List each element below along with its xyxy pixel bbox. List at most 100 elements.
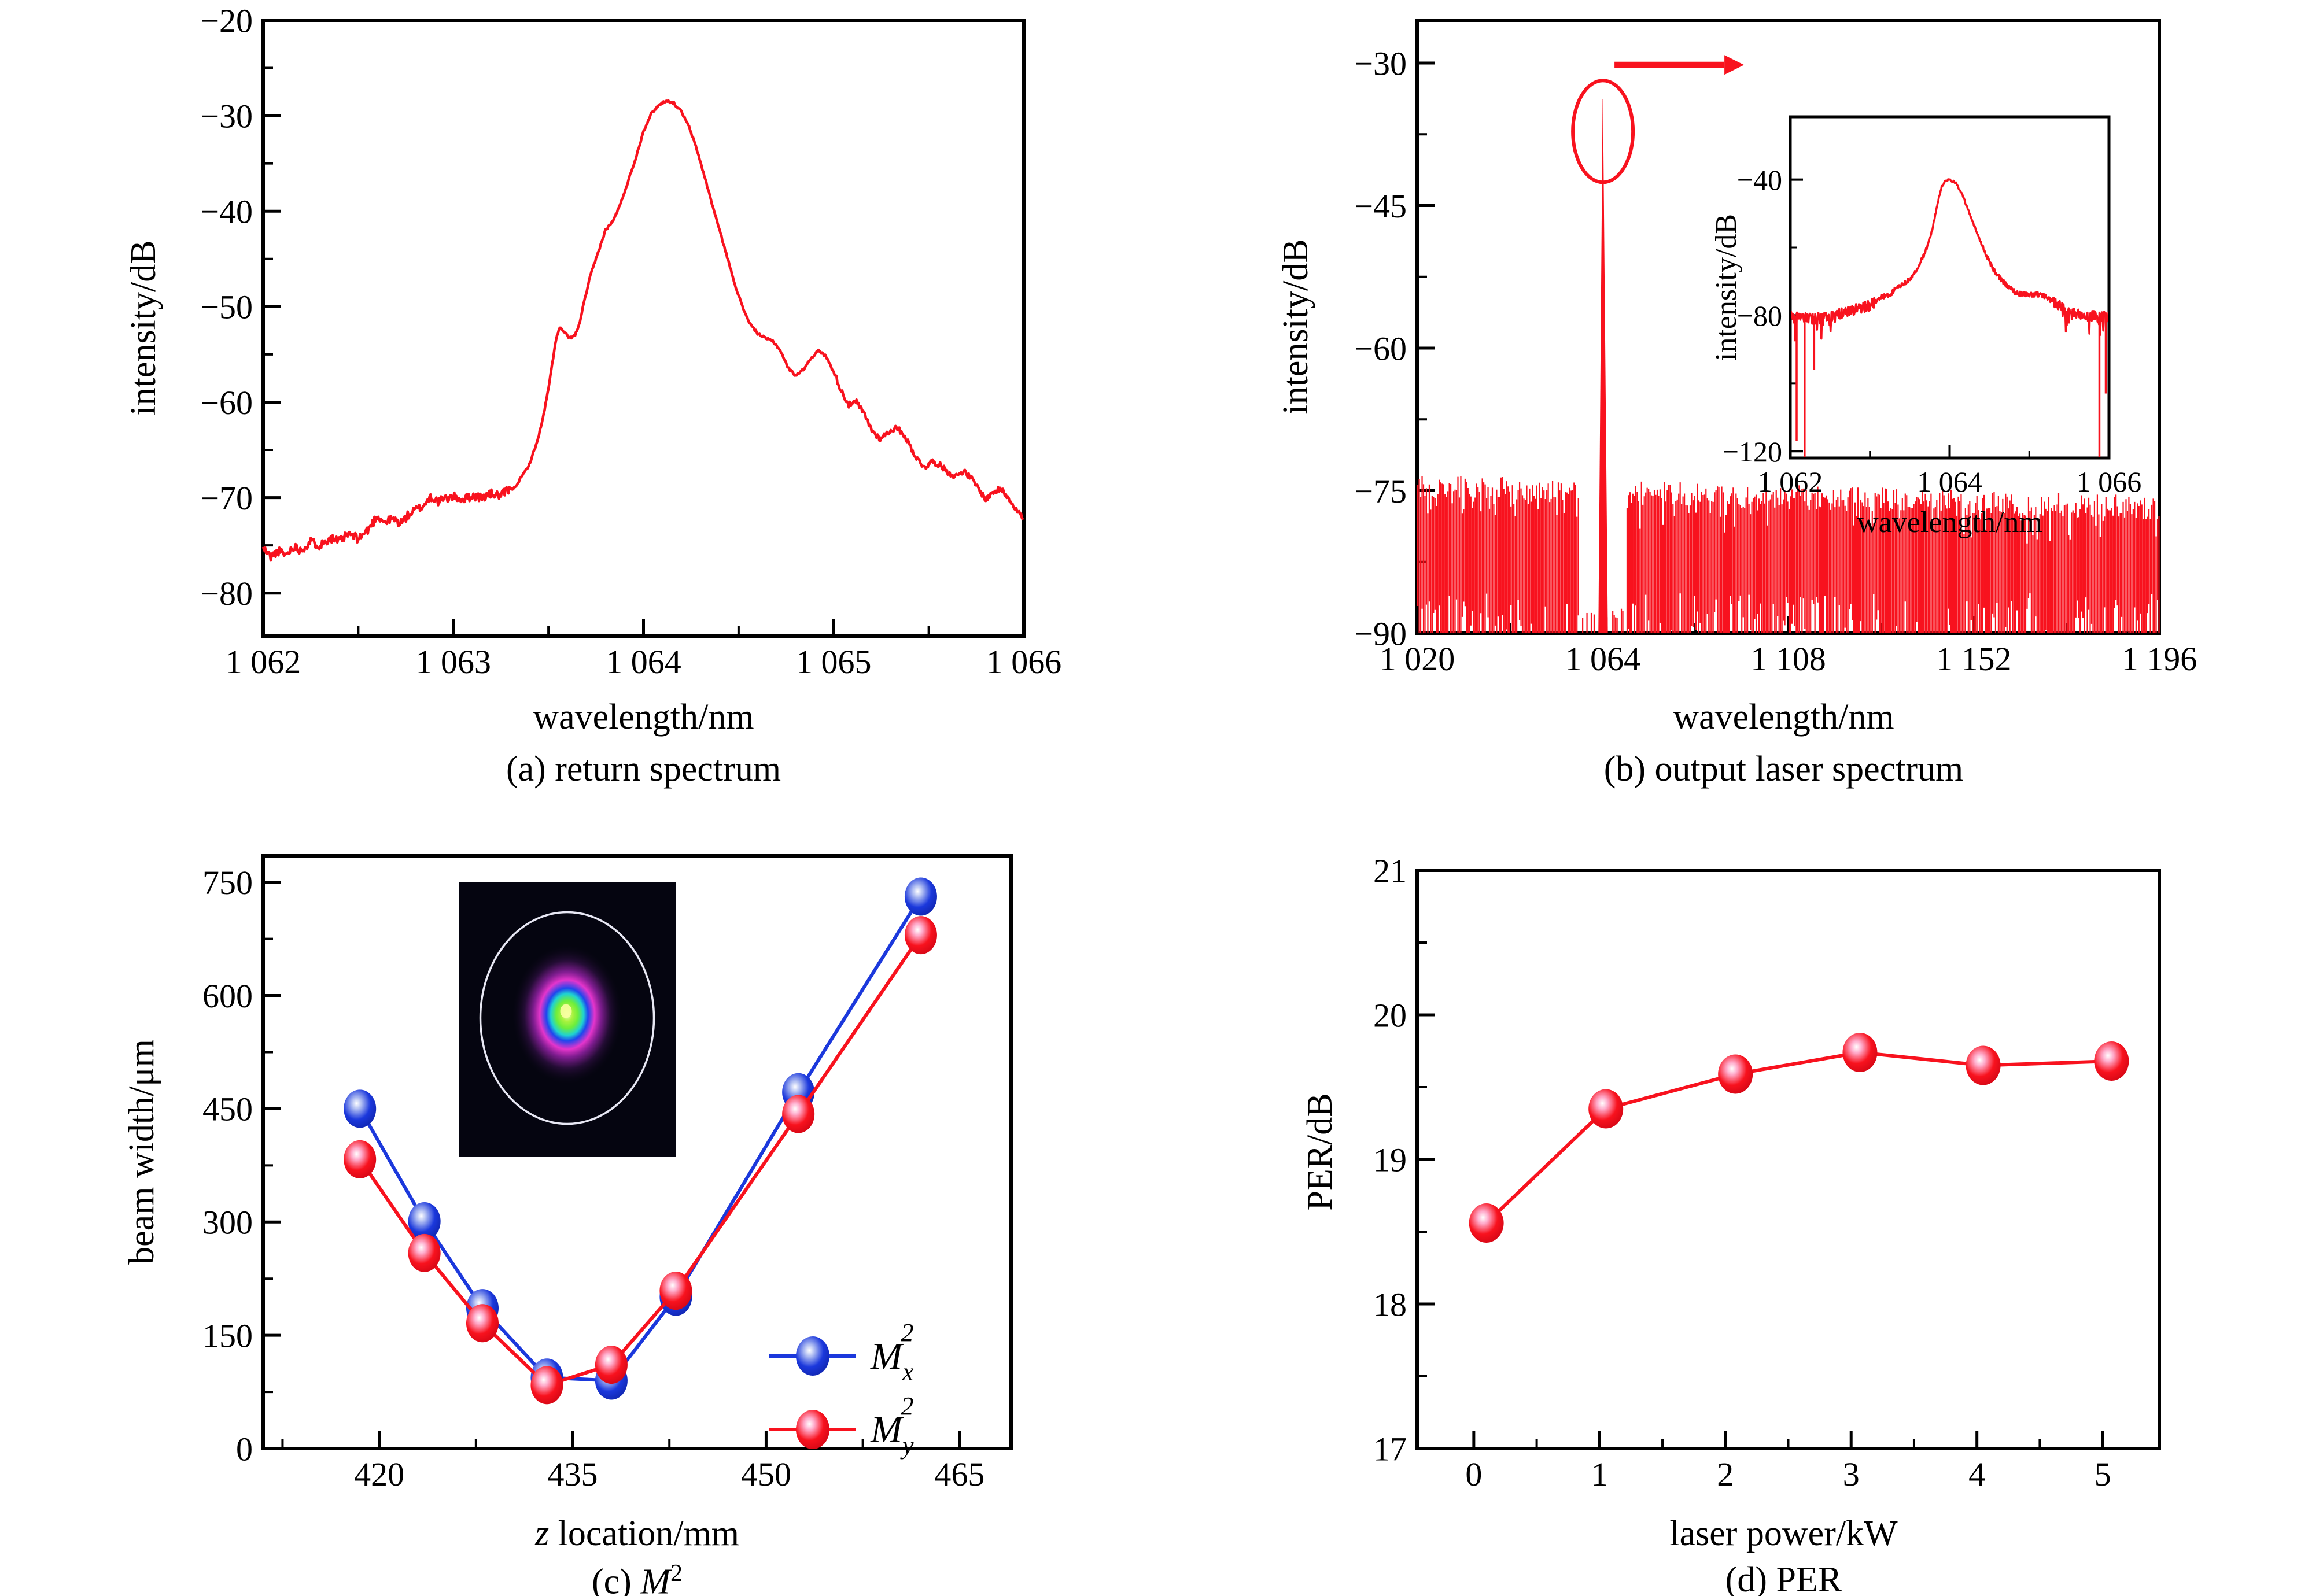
- data-point: [2094, 1041, 2129, 1081]
- svg-text:−50: −50: [200, 289, 253, 326]
- panel-a-caption: (a) return spectrum: [506, 749, 781, 789]
- per-markers: [1469, 1033, 2129, 1243]
- svg-text:My2: My2: [870, 1392, 914, 1460]
- panel-b-xlabel: wavelength/nm: [1673, 697, 1894, 737]
- svg-text:5: 5: [2095, 1455, 2111, 1493]
- data-point: [408, 1202, 441, 1240]
- data-point: [530, 1366, 563, 1405]
- svg-text:−20: −20: [200, 2, 253, 39]
- panel-b-output-spectrum: 1 020 1 064 1 108 1 152 1 196 −30 −45 −60 −75 −90…: [1354, 19, 2197, 678]
- data-point: [1842, 1033, 1878, 1072]
- svg-text:1 108: 1 108: [1750, 640, 1826, 678]
- svg-text:18: 18: [1373, 1285, 1407, 1323]
- axes-b-inset: 1 062 1 064 1 066 −40 −80 −120: [1723, 115, 2142, 498]
- svg-text:2: 2: [1717, 1455, 1734, 1493]
- inset-curve: [1791, 178, 2108, 457]
- axes-d: 0 1 2 3 4 5 17 18 19 20 21: [1373, 852, 2161, 1493]
- panel-d-xlabel: laser power/kW: [1669, 1514, 1898, 1553]
- panel-c-caption: (c) M2: [263, 1560, 1011, 1596]
- svg-text:20: 20: [1373, 996, 1407, 1034]
- svg-text:1 152: 1 152: [1936, 640, 2012, 678]
- axes-a: 1 062 1 063 1 064 1 065 1 066 −20 −30 −40 −50 −60…: [200, 2, 1061, 681]
- data-point: [904, 916, 937, 955]
- svg-text:1 066: 1 066: [986, 643, 1062, 681]
- per-line: [1485, 1050, 2112, 1225]
- panel-a-xlabel: wavelength/nm: [533, 697, 754, 737]
- svg-text:3: 3: [1843, 1455, 1860, 1493]
- zoom-annotation: [1571, 55, 1745, 184]
- svg-text:1 065: 1 065: [796, 643, 872, 681]
- svg-text:−80: −80: [1737, 300, 1782, 332]
- data-point: [782, 1095, 815, 1133]
- panel-d-per: 0 1 2 3 4 5 17 18 19 20 21: [1373, 852, 2161, 1493]
- panel-b-ylabel: intensity/dB: [1276, 239, 1315, 415]
- svg-text:−75: −75: [1354, 472, 1407, 510]
- panel-c-ylabel: beam width/μm: [122, 1039, 161, 1265]
- svg-text:19: 19: [1373, 1141, 1407, 1178]
- data-point: [796, 1410, 829, 1449]
- svg-text:Mx2: Mx2: [870, 1318, 914, 1386]
- noise-floor-band: [1417, 476, 2160, 633]
- data-point: [1469, 1203, 1504, 1243]
- data-point: [595, 1346, 628, 1384]
- axes-b: 1 020 1 064 1 108 1 152 1 196 −30 −45 −60 −75 −90: [1354, 19, 2197, 678]
- svg-text:465: 465: [934, 1455, 984, 1493]
- svg-text:−60: −60: [1354, 330, 1407, 367]
- svg-text:−60: −60: [200, 384, 253, 422]
- svg-text:1 062: 1 062: [226, 643, 301, 681]
- panel-c-caption-sup: 2: [670, 1560, 683, 1587]
- panel-c-caption-main: M: [640, 1562, 670, 1596]
- data-point: [466, 1304, 499, 1343]
- svg-text:1 196: 1 196: [2122, 640, 2197, 678]
- svg-text:450: 450: [202, 1091, 253, 1128]
- svg-text:1: 1: [1591, 1455, 1608, 1493]
- svg-text:600: 600: [202, 977, 253, 1015]
- data-point: [1588, 1089, 1624, 1129]
- data-point: [796, 1336, 829, 1376]
- svg-text:−70: −70: [200, 479, 253, 517]
- svg-text:21: 21: [1373, 852, 1407, 889]
- svg-text:435: 435: [548, 1455, 598, 1493]
- data-point: [1718, 1054, 1753, 1094]
- svg-text:1 063: 1 063: [416, 643, 492, 681]
- panel-c-caption-prefix: (c): [592, 1562, 641, 1596]
- svg-text:750: 750: [202, 864, 253, 902]
- axes-c: 420 435 450 465 0 150 300 450 600 750: [202, 854, 1013, 1493]
- svg-text:1 066: 1 066: [2077, 466, 2142, 498]
- svg-text:0: 0: [1465, 1455, 1482, 1493]
- panel-a-ylabel: intensity/dB: [124, 240, 163, 416]
- panel-d-ylabel: PER/dB: [1300, 1093, 1340, 1211]
- panel-b-caption: (b) output laser spectrum: [1603, 749, 1964, 789]
- data-point: [1966, 1045, 2001, 1085]
- beam-profile-image: [459, 882, 676, 1157]
- panel-b-inset-xlabel: wavelength/nm: [1857, 506, 2042, 539]
- svg-text:0: 0: [236, 1430, 253, 1468]
- panel-b-inset-ylabel: intensity/dB: [1710, 213, 1743, 361]
- svg-text:−40: −40: [1737, 164, 1782, 196]
- series-My2-markers: [344, 916, 937, 1405]
- svg-text:1 062: 1 062: [1758, 466, 1823, 498]
- svg-text:300: 300: [202, 1204, 253, 1242]
- svg-text:−30: −30: [200, 97, 253, 135]
- svg-text:−90: −90: [1354, 615, 1407, 652]
- svg-text:17: 17: [1373, 1430, 1407, 1468]
- svg-text:420: 420: [354, 1455, 404, 1493]
- panel-c-xlabel-rest: location/mm: [549, 1514, 740, 1553]
- data-point: [904, 877, 937, 916]
- svg-text:1 064: 1 064: [1917, 466, 1982, 498]
- svg-text:150: 150: [202, 1317, 253, 1354]
- data-point: [659, 1272, 692, 1310]
- panel-a-return-spectrum: 1 062 1 063 1 064 1 065 1 066 −20 −30 −40 −50 −60…: [200, 2, 1061, 681]
- return-spectrum-curve: [261, 99, 1024, 562]
- svg-text:450: 450: [741, 1455, 791, 1493]
- data-point: [344, 1140, 377, 1178]
- laser-peak: [1598, 99, 1608, 634]
- svg-text:−120: −120: [1723, 435, 1782, 468]
- data-point: [344, 1089, 377, 1128]
- svg-text:−45: −45: [1354, 187, 1407, 225]
- panel-c-xlabel-italic: z: [534, 1514, 550, 1553]
- svg-text:−30: −30: [1354, 45, 1407, 82]
- svg-text:1 020: 1 020: [1380, 640, 1455, 678]
